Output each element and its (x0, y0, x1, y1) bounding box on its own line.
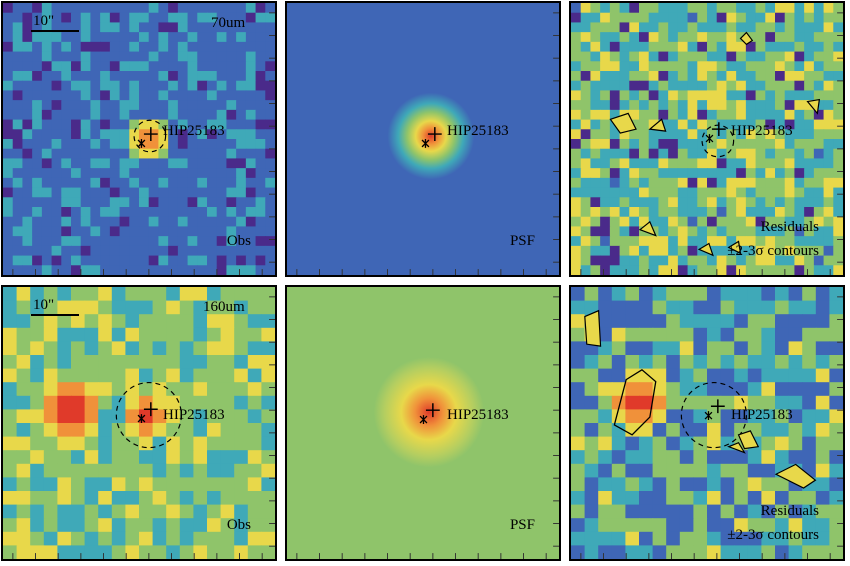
contour (697, 242, 714, 257)
residual-70um-map (571, 3, 843, 275)
residual-160um-panel: HIP25183 Residuals ±2-3σ contours (569, 285, 845, 561)
aperture-circle (133, 119, 167, 153)
residuals-label: Residuals (760, 219, 819, 235)
obs-160um-panel: 10" 160um HIP25183 Obs (1, 285, 277, 561)
contour (727, 240, 742, 255)
target-label: HIP25183 (731, 123, 793, 139)
plus-marker (425, 403, 440, 418)
plus-marker (143, 402, 158, 417)
asterisk-marker (137, 414, 146, 423)
asterisk-marker (421, 139, 430, 148)
contour-label: ±2-3σ contours (727, 527, 819, 543)
scale-bar (31, 30, 79, 32)
aperture-circle (115, 382, 182, 449)
contour-label: ±2-3σ contours (727, 243, 819, 259)
contour (648, 118, 667, 132)
asterisk-marker (137, 139, 146, 148)
contour (737, 430, 760, 450)
asterisk-marker (419, 415, 428, 424)
contour (774, 463, 817, 489)
panel-kind-label: Obs (226, 233, 251, 249)
psf-70um-panel: HIP25183 PSF (285, 1, 561, 277)
plus-marker (427, 127, 442, 141)
contour (609, 112, 637, 134)
target-label: HIP25183 (163, 407, 225, 423)
target-label: HIP25183 (447, 123, 509, 139)
target-label: HIP25183 (163, 123, 225, 139)
asterisk-marker (704, 411, 713, 421)
asterisk-marker (705, 134, 714, 143)
psf-70um-map (287, 3, 559, 275)
obs-70um-panel: 10" 70um HIP25183 Obs (1, 1, 277, 277)
psf-160um-map (287, 287, 559, 559)
target-label: HIP25183 (447, 407, 509, 423)
scale-label: 10" (33, 297, 55, 313)
obs-160um-map (3, 287, 275, 559)
aperture-circle (701, 124, 735, 158)
target-label: HIP25183 (731, 407, 793, 423)
scale-label: 10" (33, 13, 55, 29)
band-label: 160um (203, 299, 245, 315)
residuals-label: Residuals (760, 503, 819, 519)
aperture-circle (680, 382, 748, 449)
panel-kind-label: Obs (226, 517, 251, 533)
residual-70um-panel: HIP25183 Residuals ±2-3σ contours (569, 1, 845, 277)
plus-marker (710, 399, 725, 414)
contour (584, 309, 602, 347)
plus-marker (143, 127, 158, 141)
band-label: 70um (211, 15, 246, 31)
contour (806, 98, 821, 115)
scale-bar (31, 314, 79, 316)
contour (727, 441, 746, 454)
obs-70um-map (3, 3, 275, 275)
plus-marker (711, 122, 726, 137)
panel-kind-label: PSF (509, 233, 535, 249)
panel-kind-label: PSF (509, 517, 535, 533)
psf-160um-panel: HIP25183 PSF (285, 285, 561, 561)
residual-160um-map (571, 287, 843, 559)
contour (638, 220, 657, 237)
contour (739, 31, 754, 46)
